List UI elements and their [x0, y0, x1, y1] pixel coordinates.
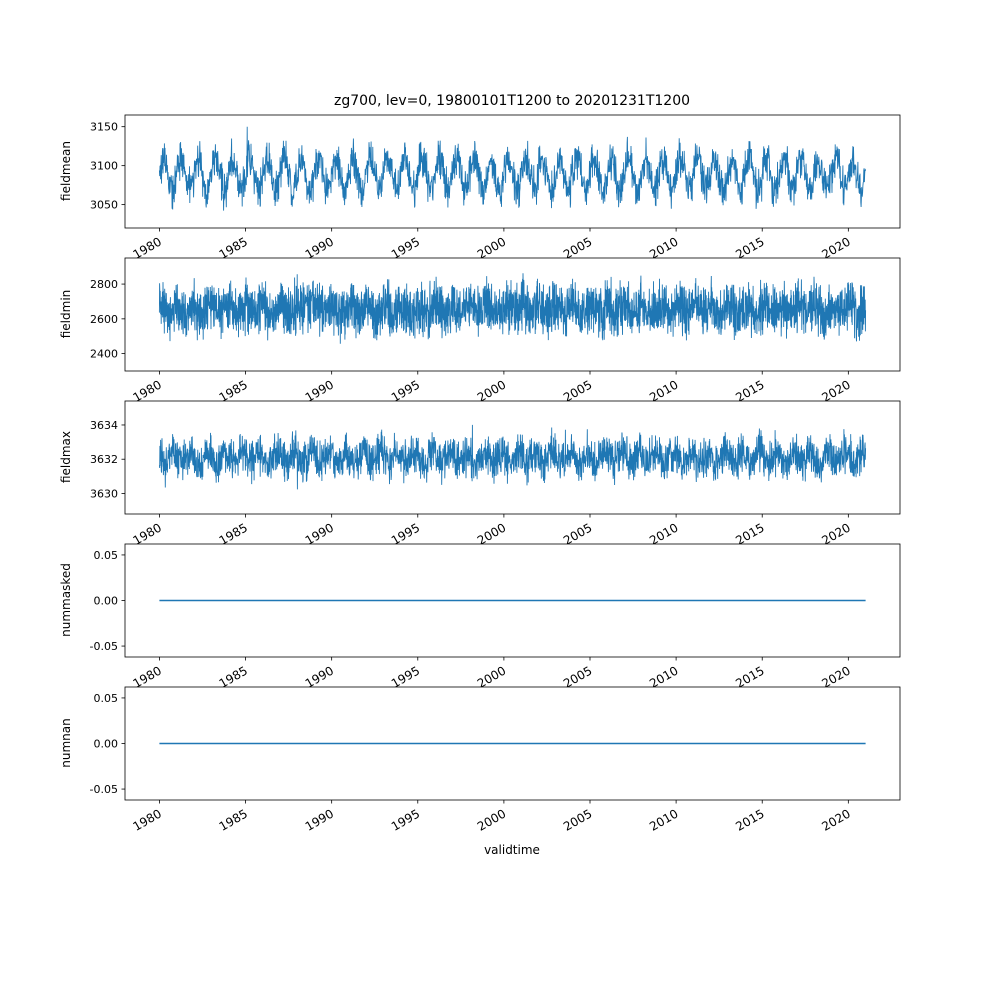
x-tick-label: 2015 [733, 806, 766, 833]
axes-border [124, 114, 901, 229]
x-tick-label: 2010 [647, 806, 680, 833]
x-tick-label: 1995 [389, 806, 422, 833]
y-tick-label: -0.05 [90, 640, 118, 653]
x-tick-label: 2020 [819, 806, 852, 833]
y-tick-label: 0.05 [94, 692, 119, 705]
y-tick-label: 2400 [90, 348, 118, 361]
y-tick-label: 3150 [90, 121, 118, 134]
axes-border [124, 400, 901, 515]
y-tick-label: 3100 [90, 160, 118, 173]
series-fieldmean [158, 126, 867, 211]
x-tick-label: 1980 [130, 806, 163, 833]
y-tick-label: 3630 [90, 487, 118, 500]
figure-title: zg700, lev=0, 19800101T1200 to 20201231T… [333, 93, 691, 109]
y-tick-label: 0.00 [94, 738, 119, 751]
y-tick-label: 3050 [90, 199, 118, 212]
axes-border [124, 257, 901, 372]
series-fieldmin [158, 273, 867, 344]
x-axis-label: validtime [484, 843, 540, 857]
y-tick-label: -0.05 [90, 783, 118, 796]
y-tick-label: 0.00 [94, 595, 119, 608]
subplot-numnan: -0.05 0.00 0.05 1980 1985 1990 1995 2000 2005 201… [90, 686, 901, 834]
x-tick-label: 2005 [561, 806, 594, 833]
y-tick-label: 3632 [90, 453, 118, 466]
y-tick-label: 2600 [90, 313, 118, 326]
y-tick-label: 3634 [90, 419, 118, 432]
y-tick-label: 2800 [90, 278, 118, 291]
series-fieldmax [158, 424, 867, 490]
x-tick-label: 2000 [475, 806, 508, 833]
x-tick-label: 1990 [303, 806, 336, 833]
y-tick-label: 0.05 [94, 549, 119, 562]
x-tick-label: 1985 [217, 806, 250, 833]
